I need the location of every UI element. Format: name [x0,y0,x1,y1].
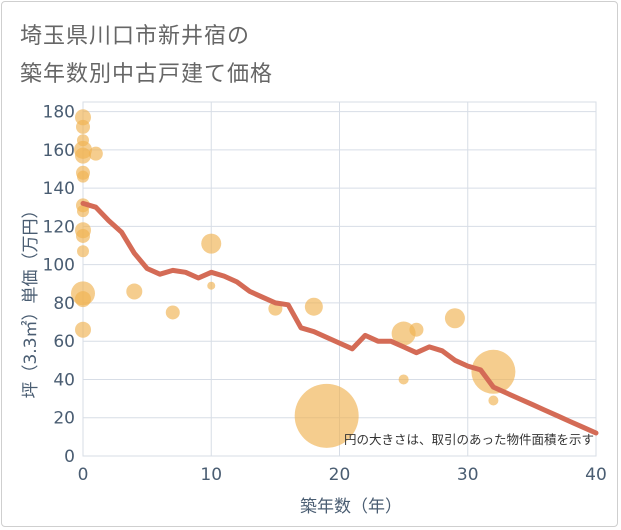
y-tick-label: 40 [53,370,75,390]
bubble-point [294,383,359,448]
x-tick-label: 0 [78,465,89,485]
bubble-point [77,245,89,258]
bubble-point [75,321,91,338]
y-tick-label: 60 [53,332,75,352]
x-tick-label: 10 [200,465,222,485]
trend-line [80,200,599,436]
bubble-point [88,146,103,161]
x-tick-label: 30 [457,465,479,485]
bubble-point [398,374,409,385]
bubble-point [409,322,424,337]
bubble-point [77,205,89,218]
bubble-point [207,281,216,290]
bubble-point [488,395,499,406]
y-tick-label: 20 [53,409,75,429]
bubble-point [471,349,516,394]
y-axis-title: 坪（3.3㎡）単価（万円） [21,201,41,398]
bubble-point [444,308,465,329]
bubble-point [76,119,90,134]
bubble-point [304,297,323,316]
x-tick-label: 20 [329,465,351,485]
y-tick-label: 160 [43,141,75,161]
bubble-size-note: 円の大きさは、取引のあった物件面積を示す [344,432,594,447]
bubble-point [201,233,222,254]
bubble-point [126,283,143,300]
chart-title-line-1: 埼玉県川口市新井宿の [20,24,251,49]
y-tick-label: 100 [43,256,75,276]
bubble-point [77,170,89,183]
bubble-point [165,305,180,320]
tick-layer: 0 20 40 60 80 100 120 140 160 180 0 10 20 30 40 [43,103,607,485]
y-tick-label: 80 [53,294,75,314]
y-tick-label: 0 [64,447,75,467]
bubble-point [75,291,91,308]
bubble-point [75,147,91,164]
bubble-point [76,228,90,243]
trend-layer [80,200,599,436]
y-tick-label: 180 [43,103,75,123]
bubble-layer [71,109,516,448]
y-tick-label: 120 [43,217,75,237]
bubble-point [391,321,416,346]
chart-title-line-2: 築年数別中古戸建て価格 [20,62,274,87]
x-tick-label: 40 [585,465,607,485]
x-axis-title: 築年数（年） [300,497,402,517]
y-tick-label: 140 [43,179,75,199]
